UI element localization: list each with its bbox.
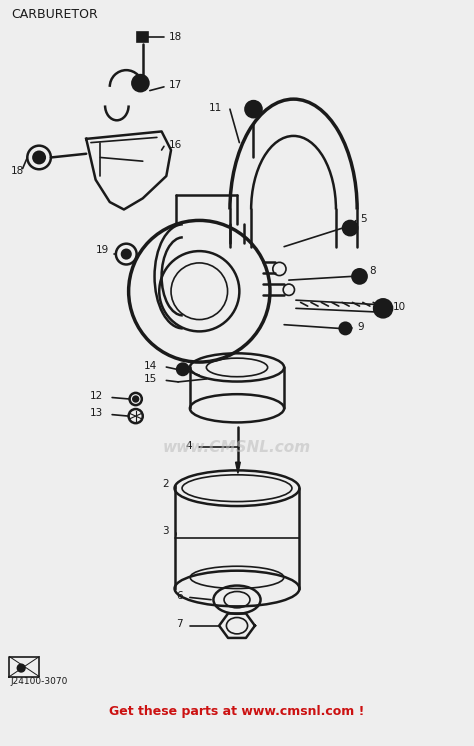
Text: 7: 7: [176, 619, 183, 629]
Circle shape: [33, 151, 45, 163]
Text: CARBURETOR: CARBURETOR: [11, 8, 98, 22]
Text: 11: 11: [209, 103, 222, 113]
Text: 17: 17: [169, 81, 182, 90]
Text: 4: 4: [186, 441, 192, 451]
Text: 2: 2: [162, 480, 169, 489]
Text: Get these parts at www.cmsnl.com !: Get these parts at www.cmsnl.com !: [109, 705, 365, 718]
Circle shape: [343, 221, 357, 236]
Circle shape: [18, 664, 25, 672]
Text: J24100-3070: J24100-3070: [11, 677, 68, 686]
Text: www.CMSNL.com: www.CMSNL.com: [163, 440, 311, 455]
Text: 3: 3: [162, 527, 169, 536]
Text: 15: 15: [144, 374, 157, 384]
Text: 19: 19: [96, 245, 109, 255]
Text: 10: 10: [392, 302, 406, 312]
Text: 8: 8: [369, 266, 375, 276]
Circle shape: [339, 322, 352, 334]
Circle shape: [132, 75, 149, 92]
Text: 14: 14: [144, 360, 157, 371]
FancyBboxPatch shape: [137, 32, 148, 42]
Polygon shape: [236, 463, 240, 473]
Text: 5: 5: [360, 214, 367, 224]
Text: 13: 13: [90, 408, 103, 419]
Circle shape: [352, 269, 367, 284]
Text: 18: 18: [11, 166, 24, 176]
Text: 18: 18: [169, 32, 182, 42]
Circle shape: [121, 249, 131, 259]
Text: 9: 9: [357, 322, 364, 332]
Text: 6: 6: [176, 591, 183, 601]
Circle shape: [133, 396, 138, 402]
Text: 12: 12: [90, 391, 103, 401]
Polygon shape: [86, 131, 171, 210]
Circle shape: [177, 363, 189, 375]
Text: 16: 16: [169, 140, 182, 150]
Circle shape: [245, 101, 262, 118]
Circle shape: [374, 299, 392, 318]
